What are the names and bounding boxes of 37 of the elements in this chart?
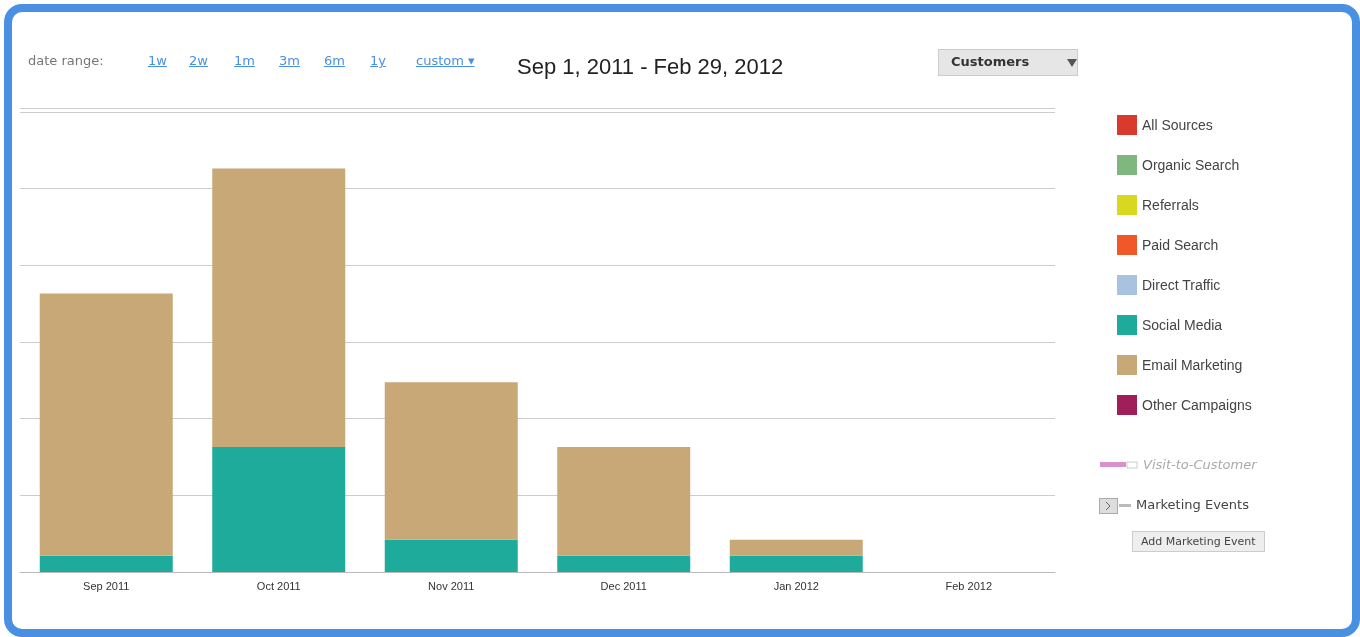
bar [557, 446, 691, 556]
bar [384, 539, 518, 572]
x-tick-label: Dec 2011 [600, 579, 647, 592]
legend-label: All Sources [1142, 117, 1213, 133]
x-tick-label: Sep 2011 [83, 579, 130, 592]
text: custom ▾ [416, 53, 475, 68]
text: Customers [938, 49, 1079, 76]
chart-title: Sep 1, 2011 - Feb 29, 2012 [517, 53, 784, 79]
bar [212, 168, 346, 447]
text: 1m [234, 53, 255, 68]
legend-label: Social Media [1142, 317, 1223, 333]
legend-label: Other Campaigns [1142, 397, 1252, 413]
text: 3m [279, 53, 300, 68]
bar [39, 555, 173, 572]
x-tick-label: Oct 2011 [256, 579, 301, 592]
text: 1w [148, 53, 167, 68]
bar [729, 539, 863, 556]
text: date range: [28, 53, 104, 68]
legend-label: Referrals [1142, 197, 1199, 213]
legend-label: Direct Traffic [1142, 277, 1221, 293]
bar [384, 382, 518, 540]
legend-label: Email Marketing [1142, 357, 1243, 373]
legend-label: Organic Search [1142, 157, 1240, 173]
text: 2w [189, 53, 208, 68]
x-tick-label: Nov 2011 [428, 579, 475, 592]
x-tick-label: Feb 2012 [945, 579, 992, 592]
x-tick-label: Jan 2012 [773, 579, 819, 592]
bar [212, 446, 346, 572]
text: Marketing Events [1136, 497, 1249, 512]
text: 6m [324, 53, 345, 68]
bar [39, 293, 173, 556]
bar [557, 555, 691, 572]
bar [729, 555, 863, 572]
text: Add Marketing Event [1132, 531, 1265, 552]
text: 1y [370, 53, 386, 68]
legend-label: Paid Search [1142, 237, 1219, 253]
text: Visit-to-Customer [1143, 457, 1257, 472]
